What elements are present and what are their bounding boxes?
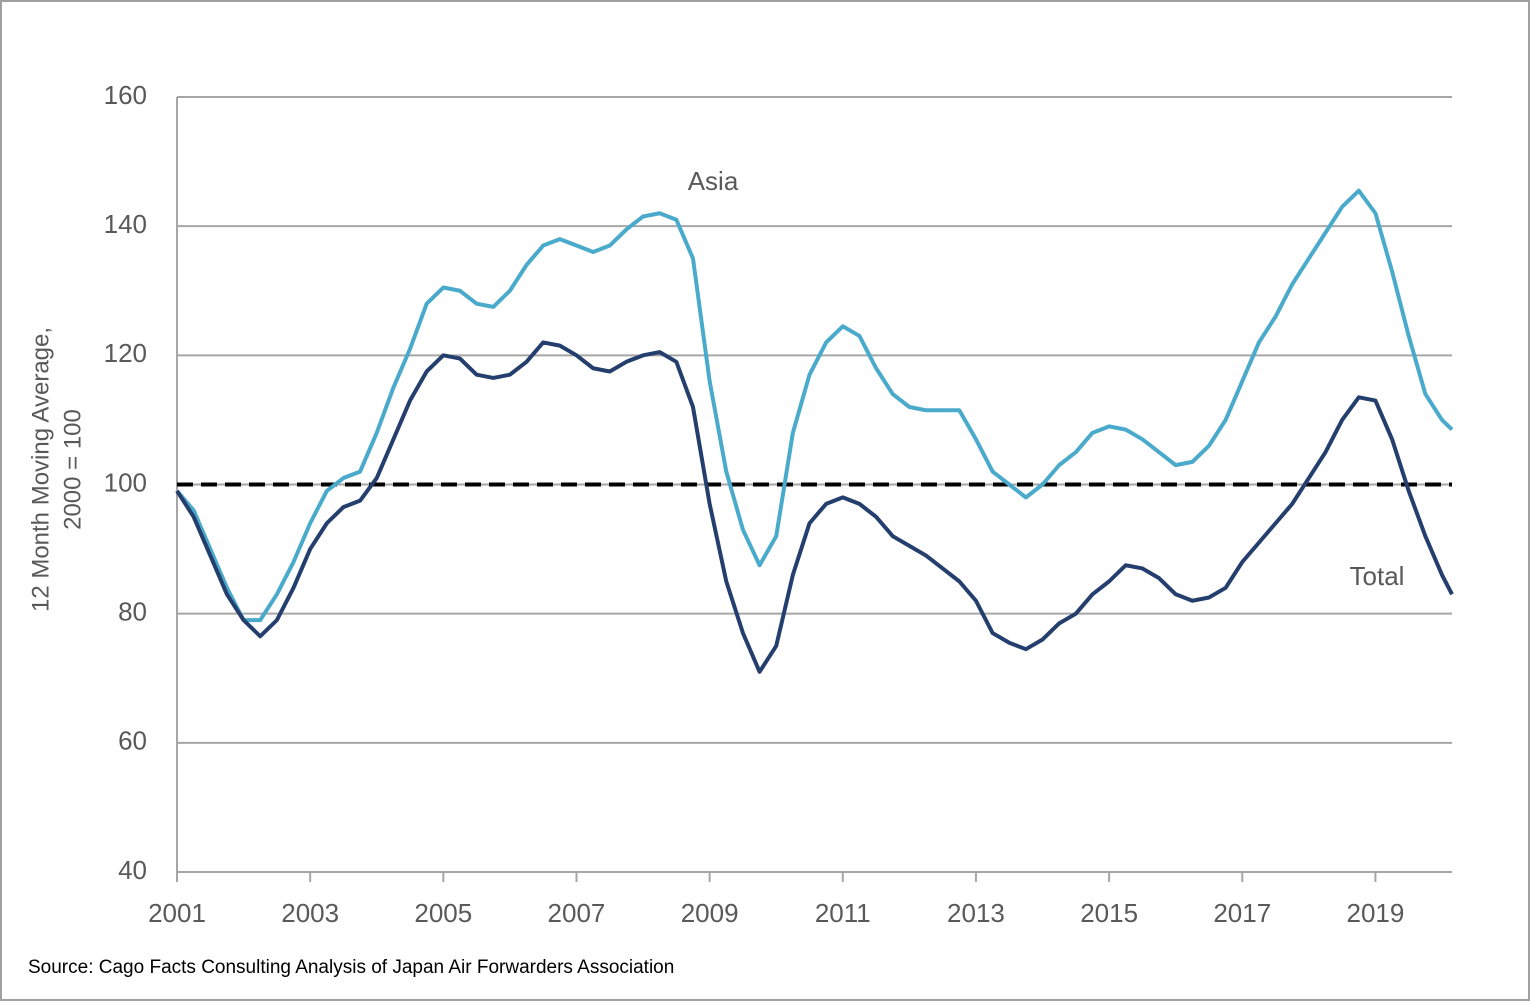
y-tick-label: 40 — [118, 855, 147, 885]
x-tick-label: 2005 — [414, 898, 472, 928]
x-tick-label: 2003 — [281, 898, 339, 928]
x-tick-label: 2019 — [1347, 898, 1405, 928]
y-axis-label: 2000 = 100 — [59, 409, 86, 530]
x-tick-label: 2001 — [148, 898, 206, 928]
source-note: Source: Cago Facts Consulting Analysis o… — [28, 957, 674, 978]
y-axis-label: 12 Month Moving Average, — [27, 327, 54, 612]
y-tick-label: 100 — [104, 467, 147, 497]
x-tick-label: 2017 — [1213, 898, 1271, 928]
x-tick-label: 2007 — [548, 898, 606, 928]
x-tick-label: 2015 — [1080, 898, 1138, 928]
y-tick-label: 160 — [104, 80, 147, 110]
x-tick-label: 2009 — [681, 898, 739, 928]
y-tick-label: 60 — [118, 726, 147, 756]
x-tick-label: 2011 — [815, 898, 871, 928]
series-line — [175, 340, 1454, 674]
series-label: Total — [1350, 561, 1405, 591]
series-label: Asia — [688, 166, 739, 196]
y-tick-label: 120 — [104, 338, 147, 368]
y-tick-label: 80 — [118, 597, 147, 627]
y-tick-label: 140 — [104, 209, 147, 239]
x-tick-label: 2013 — [947, 898, 1005, 928]
series-line — [175, 188, 1454, 623]
